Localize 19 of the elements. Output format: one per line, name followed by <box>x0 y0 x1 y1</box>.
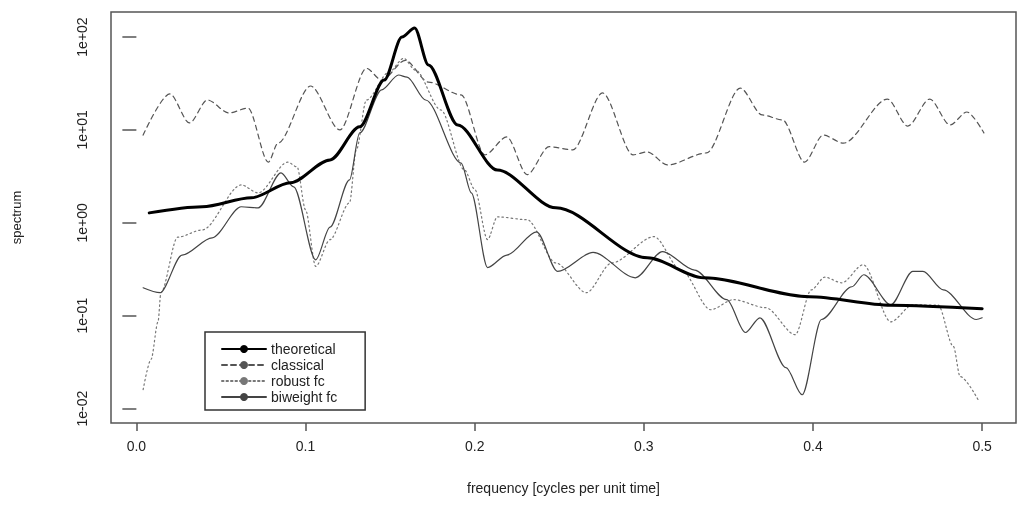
y-tick-label: 1e-02 <box>74 390 90 427</box>
x-tick-label: 0.5 <box>972 438 993 454</box>
line-series <box>142 59 985 176</box>
legend-label: classical <box>271 357 324 373</box>
x-tick-label: 0.0 <box>126 438 147 454</box>
y-tick-label: 1e+01 <box>74 110 90 150</box>
x-tick-label: 0.3 <box>634 438 654 454</box>
legend-label: theoretical <box>271 341 336 357</box>
x-tick-label: 0.1 <box>295 438 316 454</box>
y-tick-label: 1e+02 <box>74 17 90 57</box>
legend-label: biweight fc <box>271 389 338 405</box>
legend-label: robust fc <box>271 373 325 389</box>
x-tick-label: 0.4 <box>803 438 823 454</box>
x-tick-label: 0.2 <box>464 438 485 454</box>
y-tick-label: 1e+00 <box>74 202 90 243</box>
x-axis-title: frequency [cycles per unit time] <box>467 480 660 496</box>
y-axis-title: spectrum <box>9 190 24 245</box>
line-series <box>147 26 984 311</box>
y-tick-label: 1e-01 <box>74 297 90 334</box>
